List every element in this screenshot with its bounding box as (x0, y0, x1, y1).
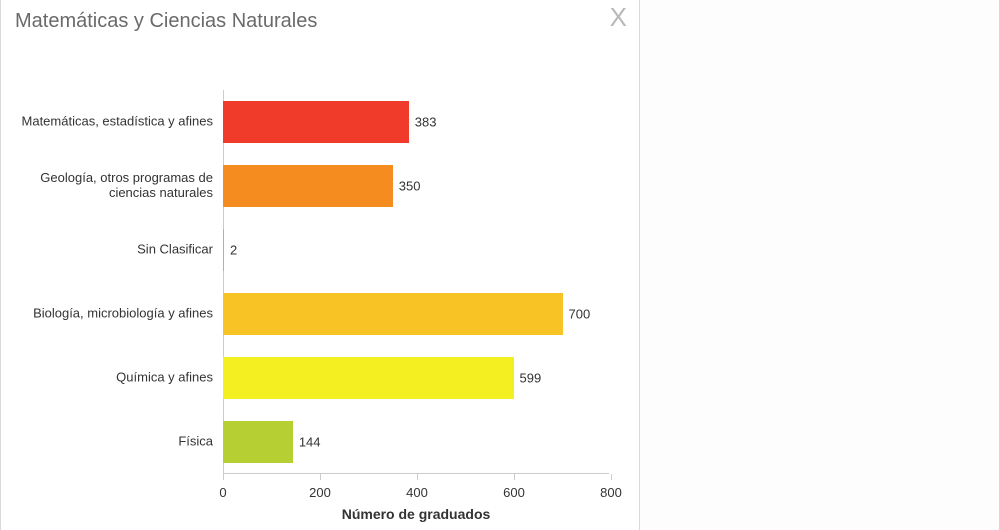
x-axis-line (223, 473, 609, 474)
x-tick-label: 800 (600, 485, 622, 500)
bar[interactable] (223, 421, 293, 463)
bar[interactable] (223, 229, 224, 271)
bar[interactable] (223, 357, 514, 399)
bar-value-label: 2 (230, 243, 237, 258)
chart-plot: Matemáticas, estadística y afines Geologí… (1, 50, 639, 530)
category-label: Matemáticas, estadística y afines (3, 115, 213, 130)
side-empty-panel (640, 0, 1000, 530)
bar[interactable] (223, 101, 409, 143)
category-label: Física (3, 435, 213, 450)
x-tick (320, 474, 321, 480)
bar-value-label: 599 (520, 371, 542, 386)
bars-region: 38335027005991440200400600800 (223, 90, 609, 474)
x-tick (417, 474, 418, 480)
y-axis-line (223, 90, 224, 474)
app-frame: Matemáticas y Ciencias Naturales X Matem… (0, 0, 1000, 530)
bar-value-label: 350 (399, 179, 421, 194)
bar-value-label: 144 (299, 435, 321, 450)
x-axis-title: Número de graduados (223, 506, 609, 522)
plot-area: Matemáticas, estadística y afines Geologí… (1, 90, 639, 474)
x-tick-label: 400 (406, 485, 428, 500)
bar-value-label: 700 (569, 307, 591, 322)
x-tick (223, 474, 224, 480)
x-tick (611, 474, 612, 480)
category-label: Química y afines (3, 371, 213, 386)
category-label: Geología, otros programas de ciencias na… (3, 171, 213, 201)
category-label: Sin Clasificar (3, 243, 213, 258)
bar-value-label: 383 (415, 115, 437, 130)
x-tick-label: 600 (503, 485, 525, 500)
x-tick-label: 0 (219, 485, 226, 500)
bar[interactable] (223, 293, 563, 335)
chart-panel: Matemáticas y Ciencias Naturales X Matem… (0, 0, 640, 530)
chart-title: Matemáticas y Ciencias Naturales (1, 0, 639, 39)
category-label: Biología, microbiología y afines (3, 307, 213, 322)
y-axis-labels: Matemáticas, estadística y afines Geologí… (1, 90, 221, 474)
bar[interactable] (223, 165, 393, 207)
x-tick-label: 200 (309, 485, 331, 500)
x-tick (514, 474, 515, 480)
close-icon[interactable]: X (610, 4, 627, 30)
